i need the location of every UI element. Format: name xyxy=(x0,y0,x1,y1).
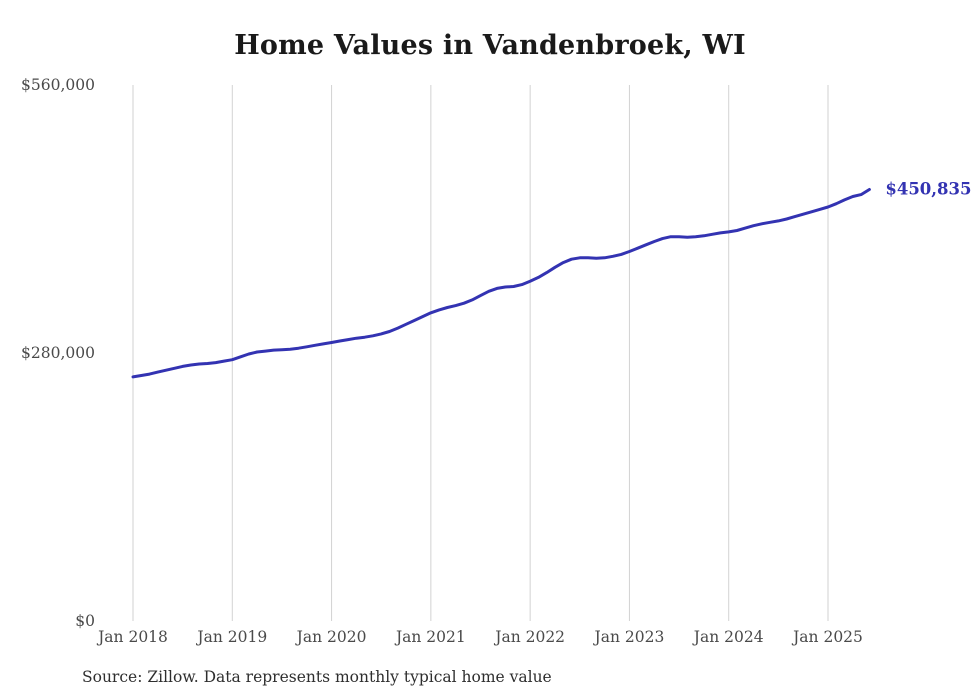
y-axis-tick-label: $0 xyxy=(75,612,95,630)
y-axis-tick-label: $280,000 xyxy=(21,344,95,362)
x-axis-tick-label: Jan 2025 xyxy=(791,628,863,646)
latest-value-label: $450,835 xyxy=(885,179,971,198)
x-axis-tick-label: Jan 2019 xyxy=(195,628,267,646)
x-axis-tick-label: Jan 2021 xyxy=(394,628,466,646)
y-axis-tick-label: $560,000 xyxy=(21,76,95,94)
chart-title: Home Values in Vandenbroek, WI xyxy=(234,30,746,61)
x-axis-tick-label: Jan 2023 xyxy=(593,628,665,646)
x-axis-tick-label: Jan 2024 xyxy=(692,628,764,646)
x-axis-tick-label: Jan 2018 xyxy=(96,628,168,646)
x-axis-tick-label: Jan 2020 xyxy=(295,628,367,646)
x-axis-tick-label: Jan 2022 xyxy=(493,628,565,646)
home-value-series-line xyxy=(131,188,871,379)
source-note: Source: Zillow. Data represents monthly … xyxy=(82,668,552,686)
